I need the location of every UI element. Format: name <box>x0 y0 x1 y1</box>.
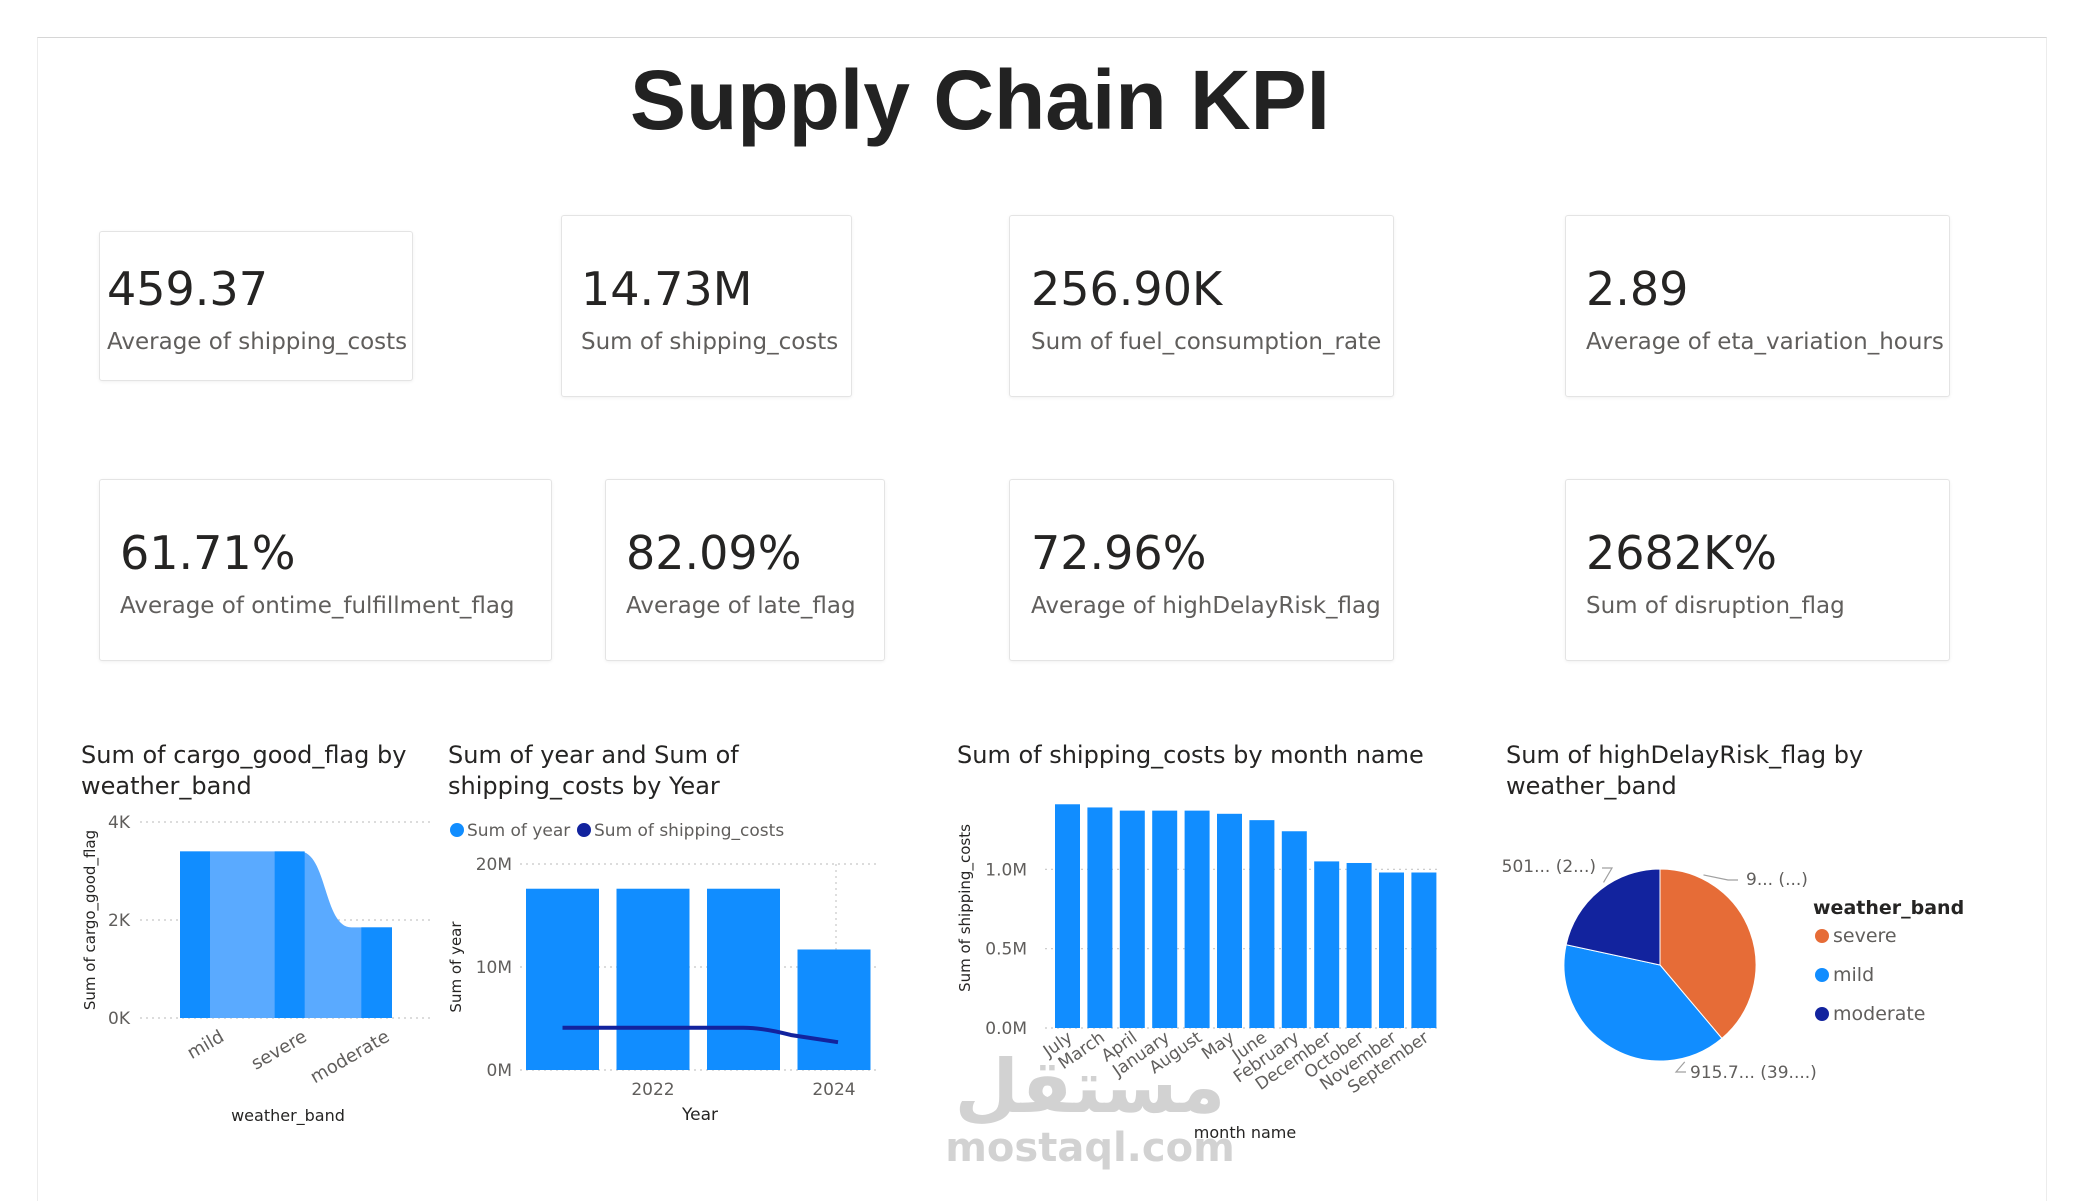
c1-band-moderate <box>361 927 392 1018</box>
c4-legend-title: weather_band <box>1813 897 1964 919</box>
kpi-card-avg-shipping-costs[interactable]: 459.37 Average of shipping_costs <box>99 231 413 381</box>
c2-xtick-label: 2024 <box>812 1080 855 1100</box>
report-frame <box>37 37 2047 1201</box>
c3-bar-january <box>1152 810 1178 1028</box>
c3-bar-july <box>1055 804 1080 1028</box>
kpi-card-avg-high-delay-risk[interactable]: 72.96% Average of highDelayRisk_flag <box>1009 479 1394 661</box>
kpi-value: 14.73M <box>581 262 753 316</box>
kpi-label: Average of ontime_fulfillment_flag <box>120 593 515 619</box>
c2-line-shipping-costs <box>562 1025 839 1045</box>
c3-bar-august <box>1184 810 1210 1028</box>
c4-legend-label: severe <box>1833 925 1897 947</box>
c4-legend-marker-severe <box>1815 929 1829 943</box>
c4-legend-label: moderate <box>1833 1003 1925 1025</box>
c3-bar-april <box>1119 810 1145 1028</box>
c3-bar-december <box>1314 861 1340 1028</box>
c2-ytick-label: 20M <box>476 855 512 875</box>
kpi-value: 2.89 <box>1586 262 1689 316</box>
watermark-latin: mostaql.com <box>945 1125 1235 1171</box>
mostaql-watermark: مستقل mostaql.com <box>900 1050 1280 1168</box>
kpi-label: Average of highDelayRisk_flag <box>1031 593 1381 619</box>
c2-legend-marker-shipping <box>577 823 591 837</box>
c3-bar-september <box>1411 872 1437 1028</box>
c4-data-label: 9... (...) <box>1746 870 1808 890</box>
kpi-label: Sum of fuel_consumption_rate <box>1031 329 1382 355</box>
chart-title-shipping-by-month: Sum of shipping_costs by month name <box>957 741 1424 769</box>
kpi-label: Sum of disruption_flag <box>1586 593 1845 619</box>
c1-band-severe <box>274 851 305 1018</box>
kpi-value: 256.90K <box>1031 262 1223 316</box>
kpi-card-avg-ontime-fulfillment[interactable]: 61.71% Average of ontime_fulfillment_fla… <box>99 479 552 661</box>
c3-bar-february <box>1281 831 1307 1028</box>
kpi-label: Average of shipping_costs <box>107 329 408 355</box>
c4-data-label: 501... (2...) <box>1502 857 1596 877</box>
c3-bar-october <box>1346 862 1372 1028</box>
c2-xtick-label: 2022 <box>631 1080 674 1100</box>
c2-bar-2022 <box>616 888 690 1070</box>
kpi-card-sum-disruption-flag[interactable]: 2682K% Sum of disruption_flag <box>1565 479 1950 661</box>
kpi-label: Average of eta_variation_hours <box>1586 329 1944 355</box>
chart-title-delay-risk-by-weather: Sum of highDelayRisk_flag by weather_ban… <box>1506 741 1864 800</box>
c4-leader-line <box>1703 874 1738 881</box>
kpi-card-sum-shipping-costs[interactable]: 14.73M Sum of shipping_costs <box>561 215 852 397</box>
c1-xtick-label: severe <box>248 1026 311 1074</box>
c2-bar-2021 <box>526 888 599 1070</box>
page-title: Supply Chain KPI <box>629 53 1331 147</box>
c1-ytick-label: 4K <box>108 813 131 833</box>
kpi-label: Average of late_flag <box>626 593 856 619</box>
c2-legend-marker-year <box>450 823 464 837</box>
kpi-label: Sum of shipping_costs <box>581 329 839 355</box>
c4-legend-marker-moderate <box>1815 1007 1829 1021</box>
c4-legend-label: mild <box>1833 964 1874 986</box>
c3-bar-june <box>1249 820 1275 1028</box>
c1-xtick-label: mild <box>184 1026 228 1064</box>
watermark-arabic: مستقل <box>954 1044 1226 1130</box>
kpi-card-sum-fuel-consumption[interactable]: 256.90K Sum of fuel_consumption_rate <box>1009 215 1394 397</box>
kpi-card-avg-eta-variation[interactable]: 2.89 Average of eta_variation_hours <box>1565 215 1950 397</box>
chart-title-year-shipping: Sum of year and Sum of shipping_costs by… <box>448 741 739 800</box>
c4-slice-mild <box>1563 944 1723 1062</box>
c2-legend-label: Sum of shipping_costs <box>594 821 784 841</box>
c2-bar-2023 <box>707 888 780 1070</box>
c3-bar-november <box>1379 872 1404 1028</box>
kpi-value: 459.37 <box>107 262 268 316</box>
c2-x-axis-title: Year <box>681 1105 718 1125</box>
c4-slice-severe <box>1659 868 1757 1040</box>
c1-band-mild <box>180 851 210 1018</box>
c3-x-axis-title: month name <box>1194 1123 1296 1142</box>
c3-ytick-label: 1.0M <box>985 860 1027 880</box>
c4-legend-marker-mild <box>1815 968 1829 982</box>
c4-data-label: 915.7... (39....) <box>1690 1063 1817 1083</box>
kpi-value: 61.71% <box>120 526 296 580</box>
c4-leader-line <box>1602 867 1614 883</box>
c2-ytick-label: 0M <box>487 1061 512 1081</box>
kpi-value: 82.09% <box>626 526 802 580</box>
kpi-value: 2682K% <box>1586 526 1777 580</box>
c4-leader-line <box>1674 1061 1686 1073</box>
c3-bar-may <box>1217 813 1242 1028</box>
kpi-card-avg-late-flag[interactable]: 82.09% Average of late_flag <box>605 479 885 661</box>
c3-ytick-label: 0.0M <box>985 1019 1027 1039</box>
c2-legend-label: Sum of year <box>467 821 570 841</box>
kpi-value: 72.96% <box>1031 526 1207 580</box>
c2-ytick-label: 10M <box>476 958 512 978</box>
c4-slice-moderate <box>1565 868 1661 966</box>
c2-bar-2024 <box>797 949 871 1070</box>
c1-x-axis-title: weather_band <box>231 1106 345 1126</box>
c1-ytick-label: 2K <box>108 911 131 931</box>
c3-ytick-label: 0.5M <box>985 940 1027 960</box>
c1-y-axis-title: Sum of cargo_good_flag <box>81 830 100 1010</box>
c1-xtick-label: moderate <box>307 1026 393 1088</box>
c1-ytick-label: 0K <box>108 1009 131 1029</box>
chart-title-cargo-good: Sum of cargo_good_flag by weather_band <box>81 741 407 800</box>
c3-bar-march <box>1087 807 1113 1028</box>
c2-y-axis-title: Sum of year <box>447 921 465 1013</box>
c3-y-axis-title: Sum of shipping_costs <box>956 824 975 992</box>
